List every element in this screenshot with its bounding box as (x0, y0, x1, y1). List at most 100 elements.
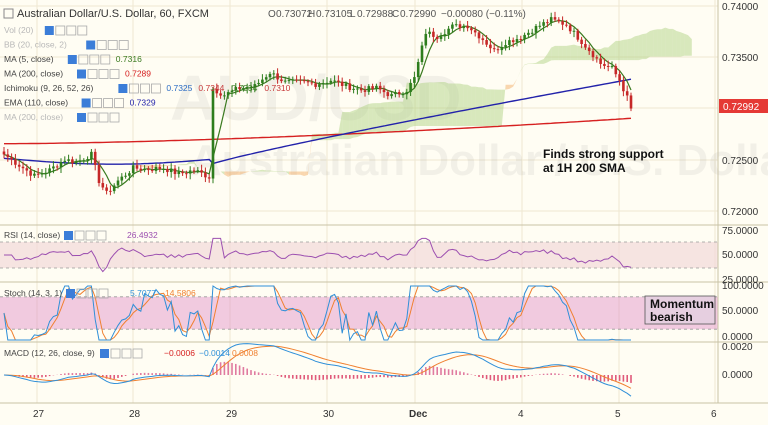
eye-icon[interactable] (67, 55, 77, 64)
indicator-controls[interactable] (81, 98, 124, 108)
candle-body (409, 82, 412, 93)
candle-body (595, 57, 599, 59)
indicator-controls[interactable] (77, 69, 120, 79)
close-icon[interactable] (66, 25, 77, 36)
candle-body (394, 92, 397, 95)
eye-icon[interactable] (81, 98, 91, 108)
ichimoku-cloud-segment (437, 81, 441, 126)
candle-body (268, 73, 272, 78)
ichimoku-cloud-segment (342, 112, 346, 140)
candle-body (272, 73, 276, 75)
candle-body (291, 79, 295, 81)
candle-body (74, 161, 78, 164)
candle-body (432, 31, 435, 37)
more-icon[interactable] (98, 288, 109, 299)
candle-body (21, 166, 25, 169)
settings-icon[interactable] (129, 83, 139, 94)
indicator-controls[interactable] (77, 112, 120, 123)
candle-body (390, 94, 393, 97)
eye-icon[interactable] (66, 289, 75, 298)
ichimoku-cloud-segment (167, 165, 172, 166)
candle-body (169, 168, 173, 173)
close-icon[interactable] (98, 112, 109, 123)
indicator-controls[interactable] (44, 25, 88, 36)
settings-icon[interactable] (76, 288, 87, 299)
more-icon[interactable] (118, 40, 129, 50)
indicator-value: 0.7344 (198, 83, 224, 93)
ichimoku-cloud-segment (650, 29, 654, 57)
eye-icon[interactable] (77, 113, 86, 122)
more-icon[interactable] (151, 83, 161, 94)
ma5-line (3, 19, 632, 189)
close-icon[interactable] (107, 40, 118, 50)
more-icon[interactable] (109, 112, 120, 123)
stoch-legend: Stoch (14, 3, 1) 5.7077 14.5806 (4, 288, 196, 299)
more-icon[interactable] (114, 98, 124, 108)
rsi-tick: 50.0000 (722, 250, 759, 261)
more-icon[interactable] (96, 230, 107, 241)
settings-icon[interactable] (87, 69, 98, 79)
settings-icon[interactable] (87, 112, 98, 123)
settings-icon[interactable] (55, 25, 66, 36)
ichimoku-cloud-segment (657, 29, 662, 57)
close-icon[interactable] (140, 83, 150, 94)
settings-icon[interactable] (92, 98, 102, 108)
ichimoku-cloud-segment (289, 171, 293, 175)
ichimoku-cloud-segment (239, 171, 244, 175)
settings-icon[interactable] (74, 230, 85, 241)
candle-body (371, 86, 374, 89)
close-icon[interactable] (103, 98, 113, 108)
candle-body (93, 151, 97, 165)
candle-body (120, 176, 124, 181)
ichimoku-cloud-segment (175, 164, 179, 166)
candle-body (211, 89, 215, 179)
ichimoku-cloud-segment (159, 165, 164, 167)
eye-icon[interactable] (86, 40, 96, 50)
close-icon[interactable] (89, 54, 100, 65)
eye-icon[interactable] (118, 84, 128, 93)
indicator-controls[interactable] (67, 54, 111, 65)
ichimoku-cloud-segment (232, 171, 236, 175)
indicator-controls[interactable] (64, 230, 107, 241)
settings-icon[interactable] (78, 54, 89, 65)
close-icon[interactable] (98, 69, 109, 79)
close-icon[interactable] (121, 348, 132, 359)
support-annotation-line2: at 1H 200 SMA (543, 161, 626, 175)
settings-icon[interactable] (110, 348, 121, 359)
price-axis[interactable]: 0.74000 0.73500 0.73000 0.72500 0.72000 … (719, 2, 768, 381)
collapse-icon[interactable] (3, 8, 14, 19)
candle-body (82, 160, 86, 162)
indicator-value: 0.7310 (264, 83, 290, 93)
time-tick: 30 (323, 409, 335, 420)
ohlc-high-value: 0.73105 (316, 9, 353, 20)
candle-body (2, 151, 6, 155)
candle-body (177, 171, 181, 175)
ichimoku-cloud-segment (308, 134, 312, 175)
close-icon[interactable] (85, 230, 96, 241)
indicator-controls[interactable] (66, 288, 109, 299)
candle-body (424, 33, 428, 46)
ichimoku-cloud-segment (406, 82, 411, 130)
close-icon[interactable] (87, 288, 98, 299)
ichimoku-cloud-segment (285, 171, 289, 175)
ichimoku-cloud-segment (270, 170, 274, 172)
indicator-controls[interactable] (86, 40, 129, 50)
more-icon[interactable] (77, 25, 88, 36)
more-icon[interactable] (100, 54, 111, 65)
ichimoku-cloud-segment (490, 89, 495, 126)
candle-body (561, 21, 564, 25)
eye-icon[interactable] (64, 231, 73, 240)
more-icon[interactable] (109, 69, 120, 79)
eye-icon[interactable] (100, 349, 109, 358)
candle-body (584, 43, 587, 48)
eye-icon[interactable] (44, 26, 54, 35)
indicator-controls[interactable] (100, 348, 143, 359)
ichimoku-cloud-segment (555, 45, 559, 61)
candle-body (14, 159, 17, 165)
indicator-controls[interactable] (118, 83, 161, 94)
candle-body (59, 162, 63, 168)
settings-icon[interactable] (96, 40, 107, 50)
time-axis[interactable]: 27 28 29 30 Dec 4 5 6 (33, 409, 717, 420)
eye-icon[interactable] (77, 69, 86, 79)
more-icon[interactable] (132, 348, 143, 359)
